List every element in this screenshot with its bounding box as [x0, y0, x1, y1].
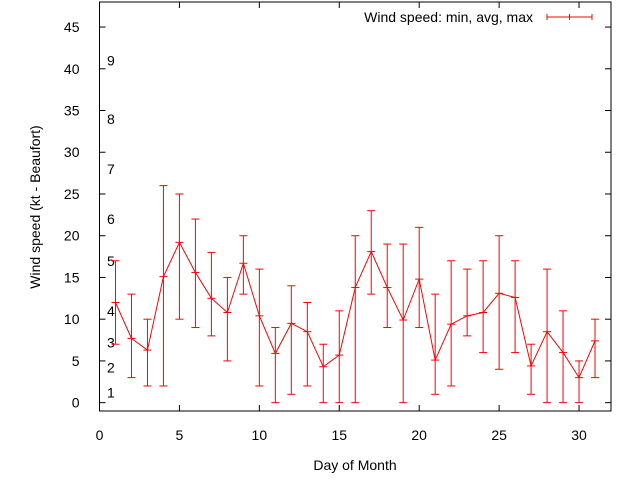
y-tick-label: 15 [64, 269, 80, 285]
legend: Wind speed: min, avg, max [364, 9, 593, 25]
x-tick-label: 15 [331, 427, 347, 443]
error-bar-day-17 [367, 210, 376, 295]
error-bar-day-4 [159, 185, 168, 387]
x-axis-label: Day of Month [313, 457, 396, 473]
error-bar-day-31 [591, 318, 600, 379]
beaufort-label: 7 [107, 161, 115, 177]
error-bar-day-11 [271, 327, 280, 404]
y-tick-label: 0 [72, 395, 80, 411]
error-bar-day-15 [335, 310, 344, 404]
plot-frame [99, 1, 612, 412]
beaufort-label: 8 [107, 111, 115, 127]
x-tick-label: 25 [491, 427, 507, 443]
error-bar-day-12 [287, 285, 296, 395]
error-bar-day-27 [527, 343, 536, 395]
beaufort-label: 2 [107, 360, 115, 376]
error-bar-day-14 [319, 343, 328, 404]
y-tick-label: 25 [64, 186, 80, 202]
y-tick-label: 40 [64, 61, 80, 77]
error-bar-day-8 [223, 276, 232, 362]
error-bar-day-25 [495, 235, 504, 370]
beaufort-label: 5 [107, 253, 115, 269]
beaufort-label: 6 [107, 211, 115, 227]
x-tick-label: 10 [252, 427, 268, 443]
beaufort-label: 4 [107, 303, 115, 319]
error-bar-day-16 [351, 235, 360, 404]
error-bar-day-21 [431, 293, 440, 395]
error-bar-day-7 [207, 251, 216, 337]
error-bar-day-18 [383, 243, 392, 329]
y-tick-label: 20 [64, 228, 80, 244]
y-tick-label: 35 [64, 103, 80, 119]
error-bar-day-3 [143, 318, 152, 387]
beaufort-labels: 1 2 3 4 5 6 7 8 9 [107, 52, 115, 400]
legend-label: Wind speed: min, avg, max [364, 9, 533, 25]
y-axis-label: Wind speed (kt - Beaufort) [27, 125, 43, 288]
x-tick-label: 0 [96, 427, 104, 443]
error-bar-day-13 [303, 301, 312, 387]
x-tick-label: 5 [176, 427, 184, 443]
error-bar-day-20 [415, 226, 424, 329]
error-bar-day-5 [175, 193, 184, 320]
error-bar-day-28 [543, 268, 552, 404]
y-tick-label: 5 [72, 353, 80, 369]
error-bar-day-30 [575, 360, 584, 404]
error-bar-day-10 [255, 268, 264, 387]
beaufort-label: 9 [107, 52, 115, 68]
error-bar-day-23 [463, 268, 472, 337]
x-tick-label: 30 [571, 427, 587, 443]
error-bar-day-1 [111, 260, 120, 345]
x-tick-label: 20 [411, 427, 427, 443]
error-bar-day-26 [511, 260, 520, 354]
plot-area [111, 185, 600, 404]
error-bar-day-9 [239, 235, 248, 295]
error-bar-day-2 [127, 293, 136, 379]
y-tick-label: 30 [64, 144, 80, 160]
error-bar-day-6 [191, 218, 200, 329]
y-tick-label: 45 [64, 19, 80, 35]
error-bar-day-29 [559, 310, 568, 404]
error-bar-day-22 [447, 260, 456, 387]
beaufort-label: 1 [107, 385, 115, 401]
y-tick-label: 10 [64, 311, 80, 327]
error-bar-day-24 [479, 260, 488, 354]
beaufort-label: 3 [107, 335, 115, 351]
error-bar-day-19 [399, 243, 408, 404]
